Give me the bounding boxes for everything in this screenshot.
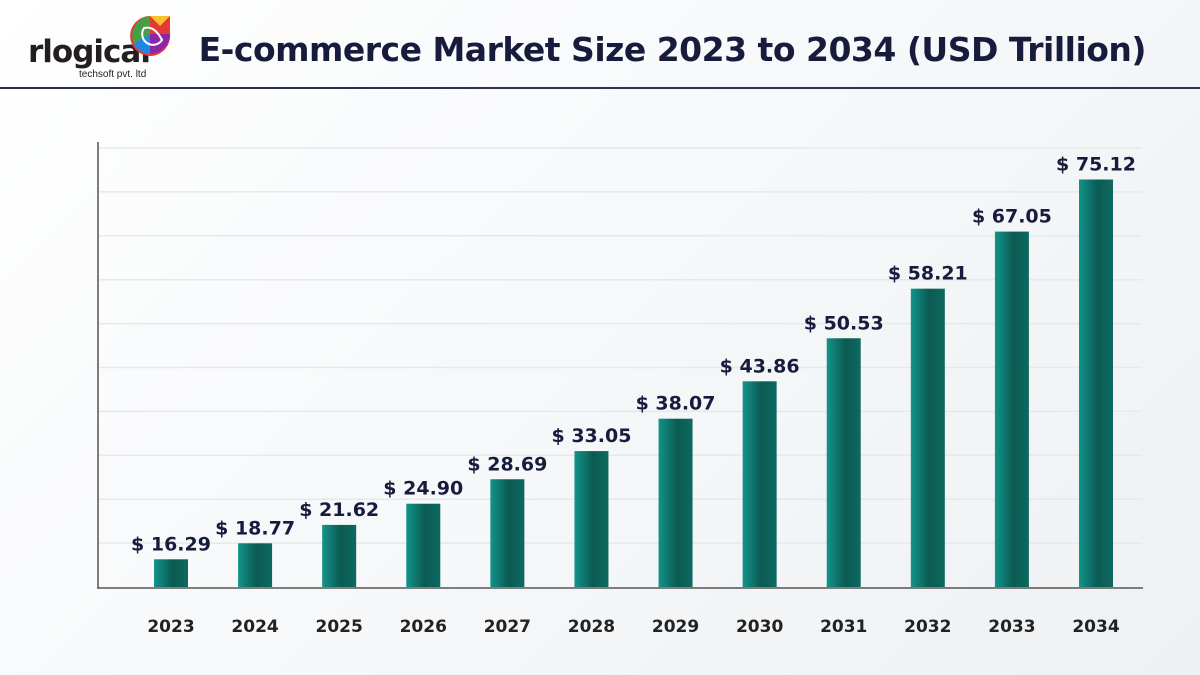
chart-title: E-commerce Market Size 2023 to 2034 (USD… [198, 30, 1147, 69]
bar-2027 [490, 479, 525, 587]
x-tick-label: 2026 [400, 617, 447, 637]
bar-2028 [574, 451, 609, 587]
x-tick-label: 2033 [988, 617, 1035, 637]
x-tick-label: 2029 [652, 617, 699, 637]
bar-2024 [238, 543, 273, 587]
bar-2025 [322, 524, 357, 587]
x-tick-label: 2028 [568, 617, 615, 637]
data-label: $ 16.29 [131, 533, 211, 555]
x-tick-label: 2034 [1072, 617, 1119, 637]
bar-2032 [910, 288, 945, 587]
bar-2026 [406, 503, 441, 587]
data-label: $ 18.77 [215, 517, 295, 539]
bar-2034 [1079, 179, 1113, 587]
data-label: $ 58.21 [888, 263, 968, 285]
bar-2033 [994, 231, 1029, 587]
data-label: $ 28.69 [467, 453, 547, 475]
bar-2023 [154, 559, 188, 587]
header-divider [0, 87, 1200, 89]
logo: rlogical techsoft pvt. ltd [28, 14, 178, 80]
x-tick-label: 2027 [484, 617, 531, 637]
data-label: $ 24.90 [383, 478, 463, 500]
x-tick-label: 2023 [147, 617, 194, 637]
data-label: $ 43.86 [720, 355, 800, 377]
data-label: $ 33.05 [551, 425, 631, 447]
logo-subtext: techsoft pvt. ltd [79, 69, 147, 80]
bar-2031 [826, 338, 861, 587]
data-label: $ 21.62 [299, 499, 379, 521]
bar-2030 [742, 381, 777, 587]
x-tick-label: 2030 [736, 617, 783, 637]
logo-text: rlogical [28, 34, 151, 70]
x-tick-label: 2024 [231, 617, 278, 637]
x-tick-label: 2032 [904, 617, 951, 637]
data-label: $ 50.53 [804, 312, 884, 334]
x-tick-label: 2031 [820, 617, 867, 637]
x-tick-label: 2025 [316, 617, 363, 637]
bar-2029 [658, 418, 693, 587]
logo-leaf-icon [130, 16, 171, 56]
data-label: $ 67.05 [972, 206, 1052, 228]
data-label: $ 75.12 [1056, 154, 1136, 176]
data-label: $ 38.07 [636, 393, 716, 415]
